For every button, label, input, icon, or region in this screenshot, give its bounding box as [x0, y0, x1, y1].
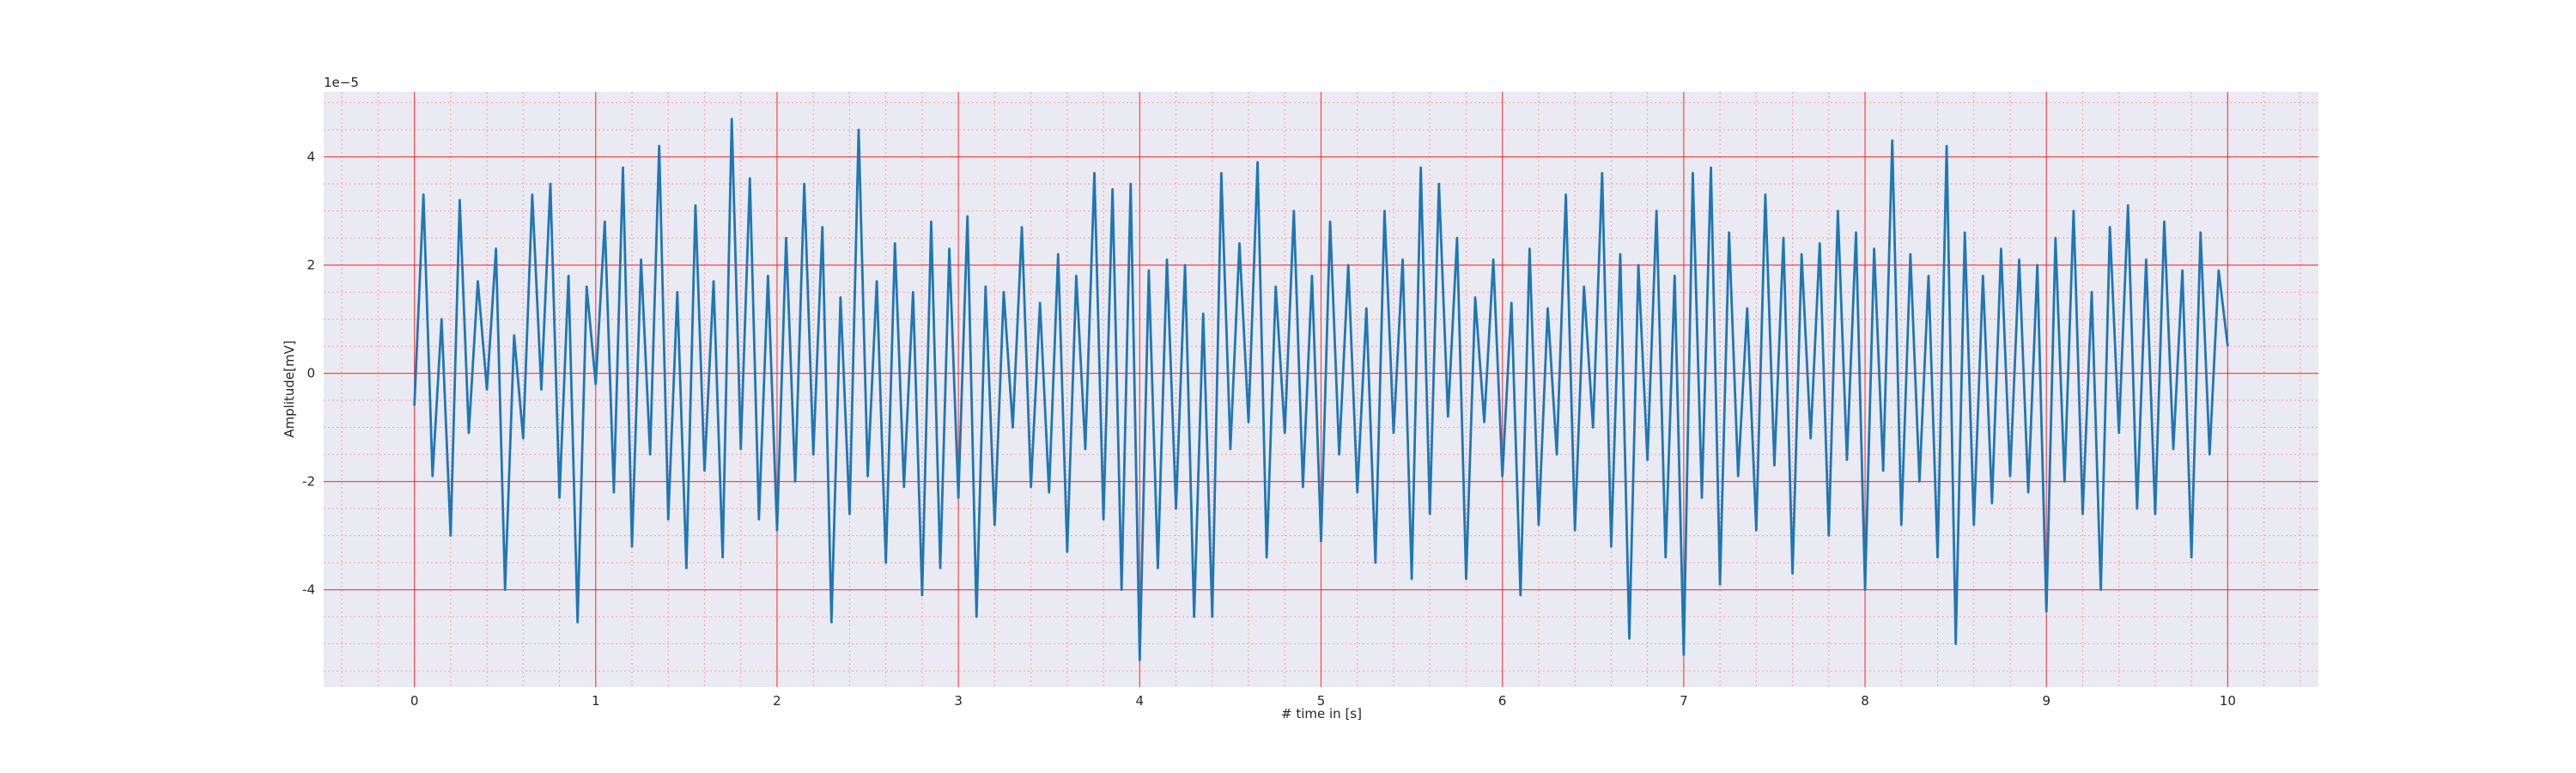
x-tick-label: 1	[592, 693, 600, 709]
x-tick-label: 5	[1317, 693, 1326, 709]
x-tick-label: 9	[2042, 693, 2050, 709]
x-tick-label: 4	[1136, 693, 1145, 709]
x-tick-label: 6	[1498, 693, 1507, 709]
signal-line	[413, 118, 2229, 661]
x-tick-label: 10	[2220, 693, 2236, 709]
y-axis-label: Amplitude[mV]	[282, 340, 297, 437]
y-tick-label: 4	[307, 149, 315, 165]
x-tick-label: 3	[954, 693, 963, 709]
x-tick-label: 8	[1861, 693, 1869, 709]
x-tick-label: 7	[1680, 693, 1688, 709]
x-axis-label: # time in [s]	[1281, 706, 1362, 721]
y-tick-label: 0	[307, 366, 315, 381]
y-tick-label: -4	[302, 582, 315, 598]
y-tick-label: -2	[302, 474, 315, 490]
y-tick-label: 2	[307, 258, 315, 273]
x-tick-label: 2	[773, 693, 781, 709]
x-tick-label: 0	[410, 693, 419, 709]
y-offset-text: 1e−5	[324, 75, 359, 90]
